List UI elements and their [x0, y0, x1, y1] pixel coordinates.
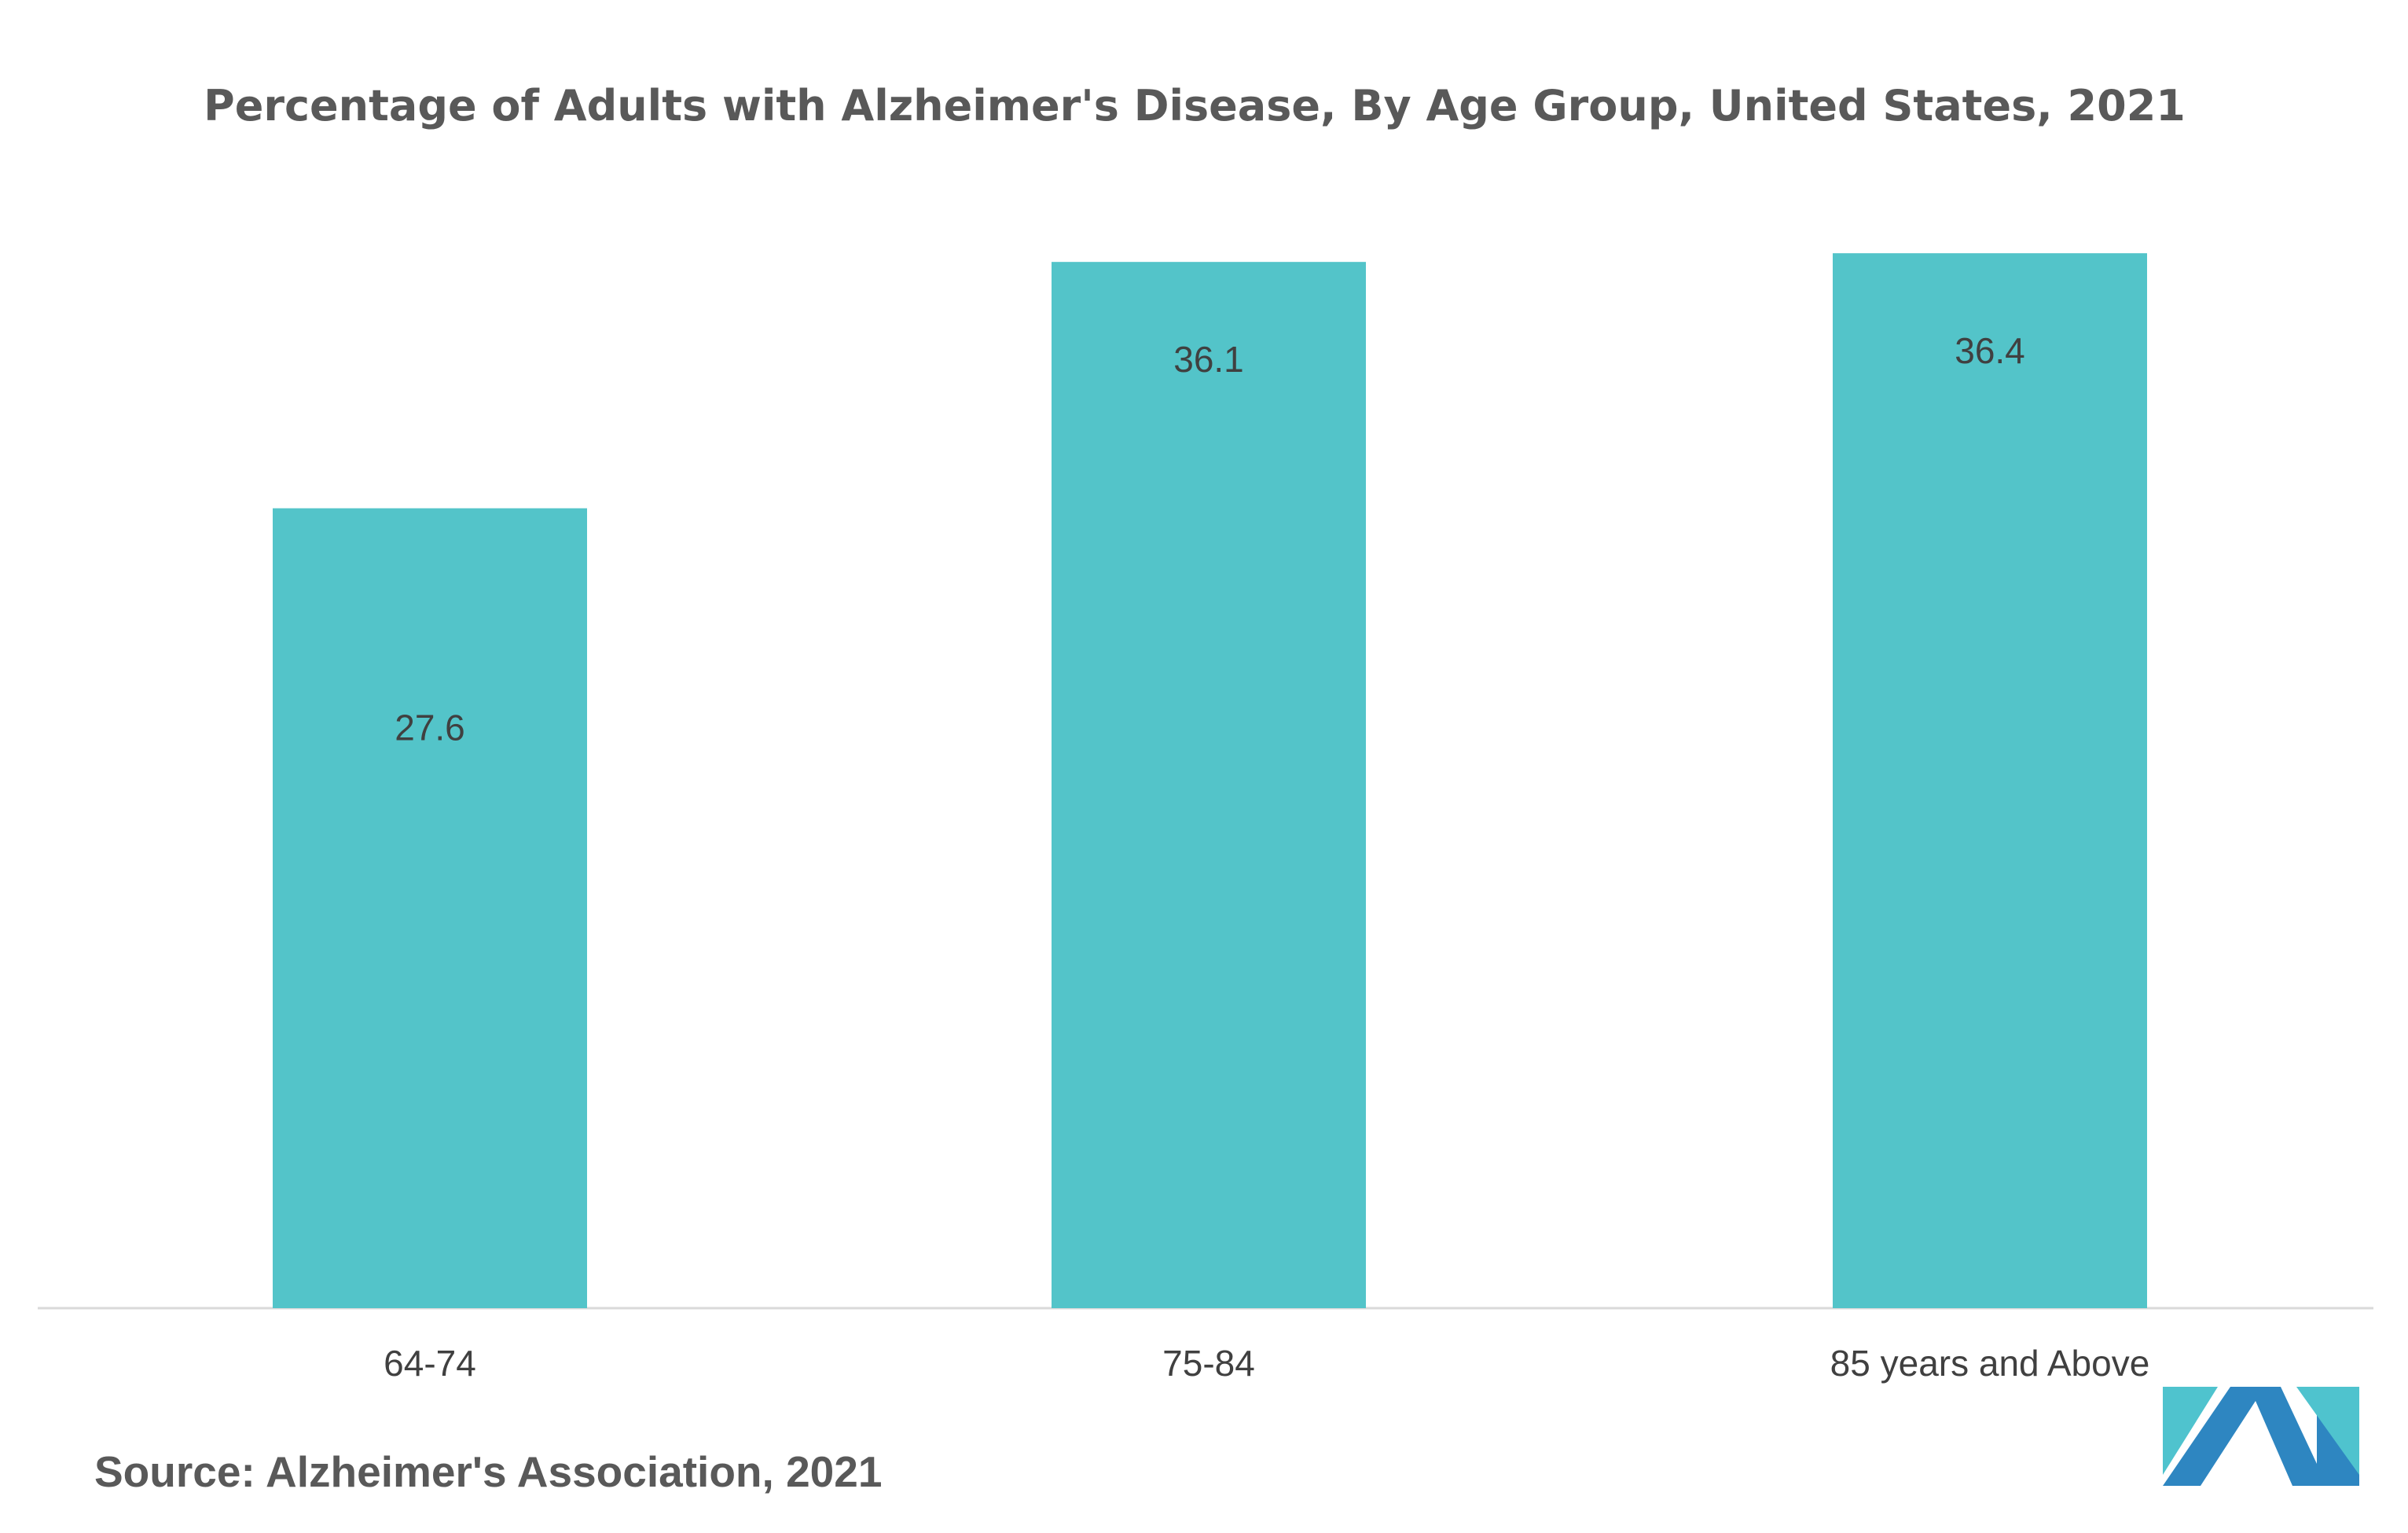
- mordor-intelligence-logo: [2163, 1387, 2359, 1486]
- x-tick-label: 64-74: [384, 1343, 476, 1384]
- data-label: 27.6: [395, 708, 465, 748]
- data-label: 36.4: [1955, 330, 2025, 371]
- x-tick-label: 85 years and Above: [1830, 1343, 2150, 1384]
- data-label: 36.1: [1173, 339, 1244, 380]
- logo-left-shape: [2163, 1387, 2218, 1475]
- x-tick-label: 75-84: [1162, 1343, 1255, 1384]
- bar-64-74: [273, 508, 587, 1308]
- logo-right-shape: [2296, 1387, 2359, 1475]
- logo-middle-shape: [2163, 1387, 2359, 1486]
- source-note: Source: Alzheimer's Association, 2021: [94, 1447, 883, 1496]
- bar-75-84: [1052, 262, 1366, 1309]
- bar-85-years-and-above: [1833, 253, 2147, 1309]
- chart-title: Percentage of Adults with Alzheimer's Di…: [204, 81, 2186, 131]
